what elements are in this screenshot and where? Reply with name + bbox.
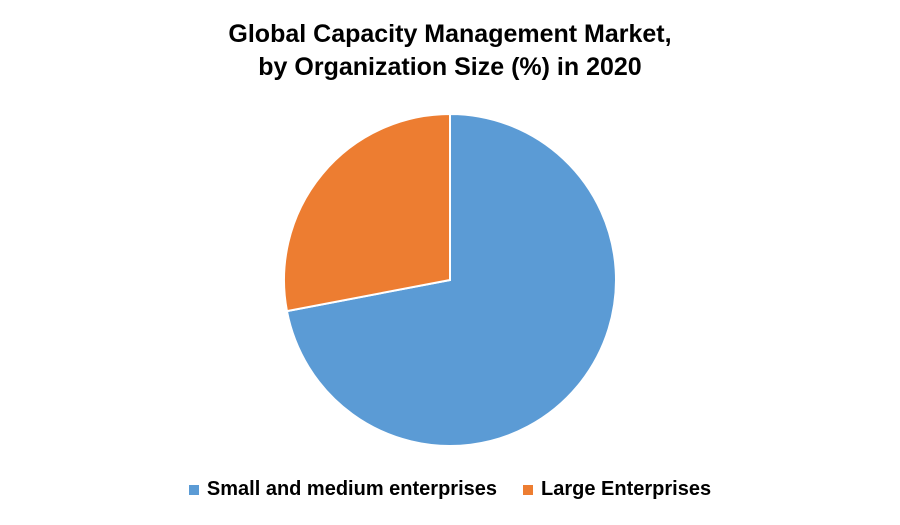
chart-title-line-1: Global Capacity Management Market, xyxy=(228,20,672,48)
legend-item-large: Large Enterprises xyxy=(523,478,711,501)
legend-swatch-small-medium xyxy=(188,484,199,495)
legend: Small and medium enterprises Large Enter… xyxy=(0,478,900,501)
pie-slice-large xyxy=(283,112,451,313)
chart-title-line-2: by Organization Size (%) in 2020 xyxy=(258,53,642,81)
chart-title: Global Capacity Management Market, by Or… xyxy=(0,18,900,84)
legend-item-small-medium: Small and medium enterprises xyxy=(188,478,498,501)
legend-label-large: Large Enterprises xyxy=(541,478,712,500)
legend-label-small-medium: Small and medium enterprises xyxy=(206,478,498,500)
pie-slice-small-medium xyxy=(285,112,617,447)
legend-swatch-large xyxy=(523,484,534,495)
